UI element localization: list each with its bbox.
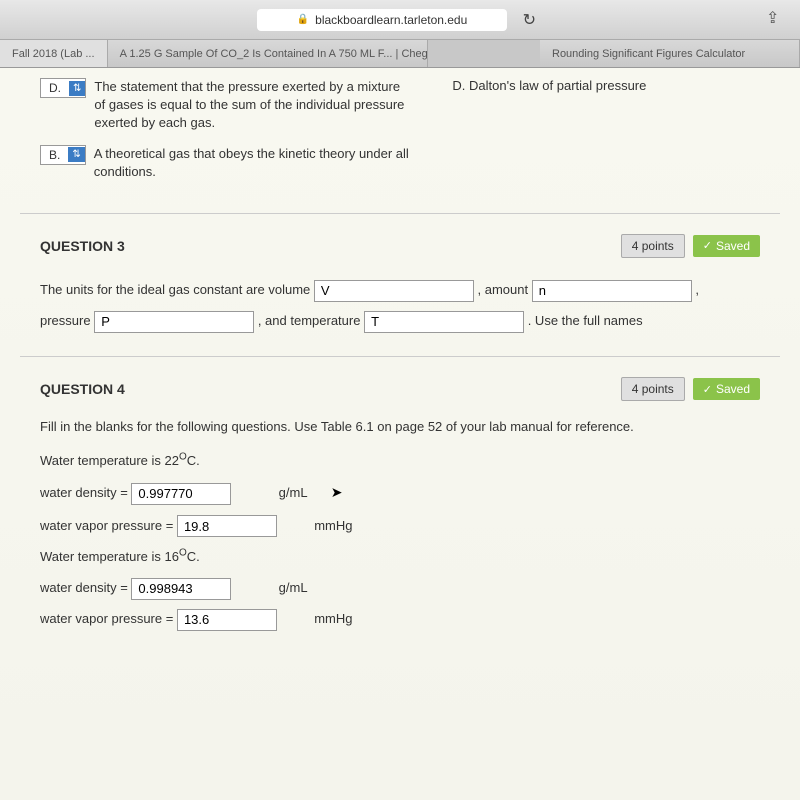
tab-2[interactable]: Rounding Significant Figures Calculator [540, 40, 800, 67]
browser-toolbar: 🔒 blackboardlearn.tarleton.edu ↻ ⇪ [0, 0, 800, 40]
chevron-down-icon: ⇅ [68, 147, 84, 162]
tab-1[interactable]: A 1.25 G Sample Of CO_2 Is Contained In … [108, 40, 428, 67]
density-16-row: water density = g/mL [40, 572, 760, 603]
vapor-16-input[interactable] [177, 609, 277, 631]
reload-button[interactable]: ↻ [515, 6, 543, 34]
vapor-16-row: water vapor pressure = mmHg [40, 603, 760, 634]
q4-points: 4 points [621, 377, 685, 401]
share-button[interactable]: ⇪ [766, 8, 790, 32]
q3-points: 4 points [621, 234, 685, 258]
q4-saved: Saved [693, 378, 760, 400]
match-text-1: A theoretical gas that obeys the kinetic… [94, 145, 414, 181]
match-row-1: B. ⇅ A theoretical gas that obeys the ki… [40, 145, 760, 181]
page-content: D. ⇅ The statement that the pressure exe… [0, 68, 800, 800]
q4-body: Fill in the blanks for the following que… [40, 417, 760, 634]
chevron-down-icon: ⇅ [69, 81, 85, 96]
q3-title: QUESTION 3 [40, 238, 125, 254]
vapor-22-input[interactable] [177, 515, 277, 537]
density-22-row: water density = g/mL ➤ [40, 476, 760, 510]
q3-temp-input[interactable] [364, 311, 524, 333]
vapor-22-row: water vapor pressure = mmHg [40, 510, 760, 541]
tab-0[interactable]: Fall 2018 (Lab ... [0, 40, 108, 67]
density-16-input[interactable] [131, 578, 231, 600]
url-text: blackboardlearn.tarleton.edu [315, 13, 467, 27]
match-select-0[interactable]: D. ⇅ [40, 78, 86, 98]
q3-pressure-input[interactable] [94, 311, 254, 333]
q3-saved: Saved [693, 235, 760, 257]
match-text-0: The statement that the pressure exerted … [94, 78, 414, 133]
tab-bar: Fall 2018 (Lab ... A 1.25 G Sample Of CO… [0, 40, 800, 68]
q3-body: The units for the ideal gas constant are… [40, 274, 760, 336]
match-right: D. Dalton's law of partial pressure [452, 78, 646, 93]
question-4: QUESTION 4 4 points Saved Fill in the bl… [20, 356, 780, 654]
density-22-input[interactable] [131, 483, 231, 505]
match-row-0: D. ⇅ The statement that the pressure exe… [40, 78, 760, 133]
match-select-1[interactable]: B. ⇅ [40, 145, 86, 165]
q3-amount-input[interactable] [532, 280, 692, 302]
q3-volume-input[interactable] [314, 280, 474, 302]
matching-block: D. ⇅ The statement that the pressure exe… [20, 68, 780, 213]
q4-title: QUESTION 4 [40, 381, 125, 397]
cursor-icon: ➤ [331, 484, 343, 500]
temp-16-line: Water temperature is 16OC. [40, 541, 760, 572]
url-bar[interactable]: 🔒 blackboardlearn.tarleton.edu [257, 9, 508, 31]
lock-icon: 🔒 [297, 14, 309, 25]
temp-22-line: Water temperature is 22OC. [40, 445, 760, 476]
question-3: QUESTION 3 4 points Saved The units for … [20, 213, 780, 356]
